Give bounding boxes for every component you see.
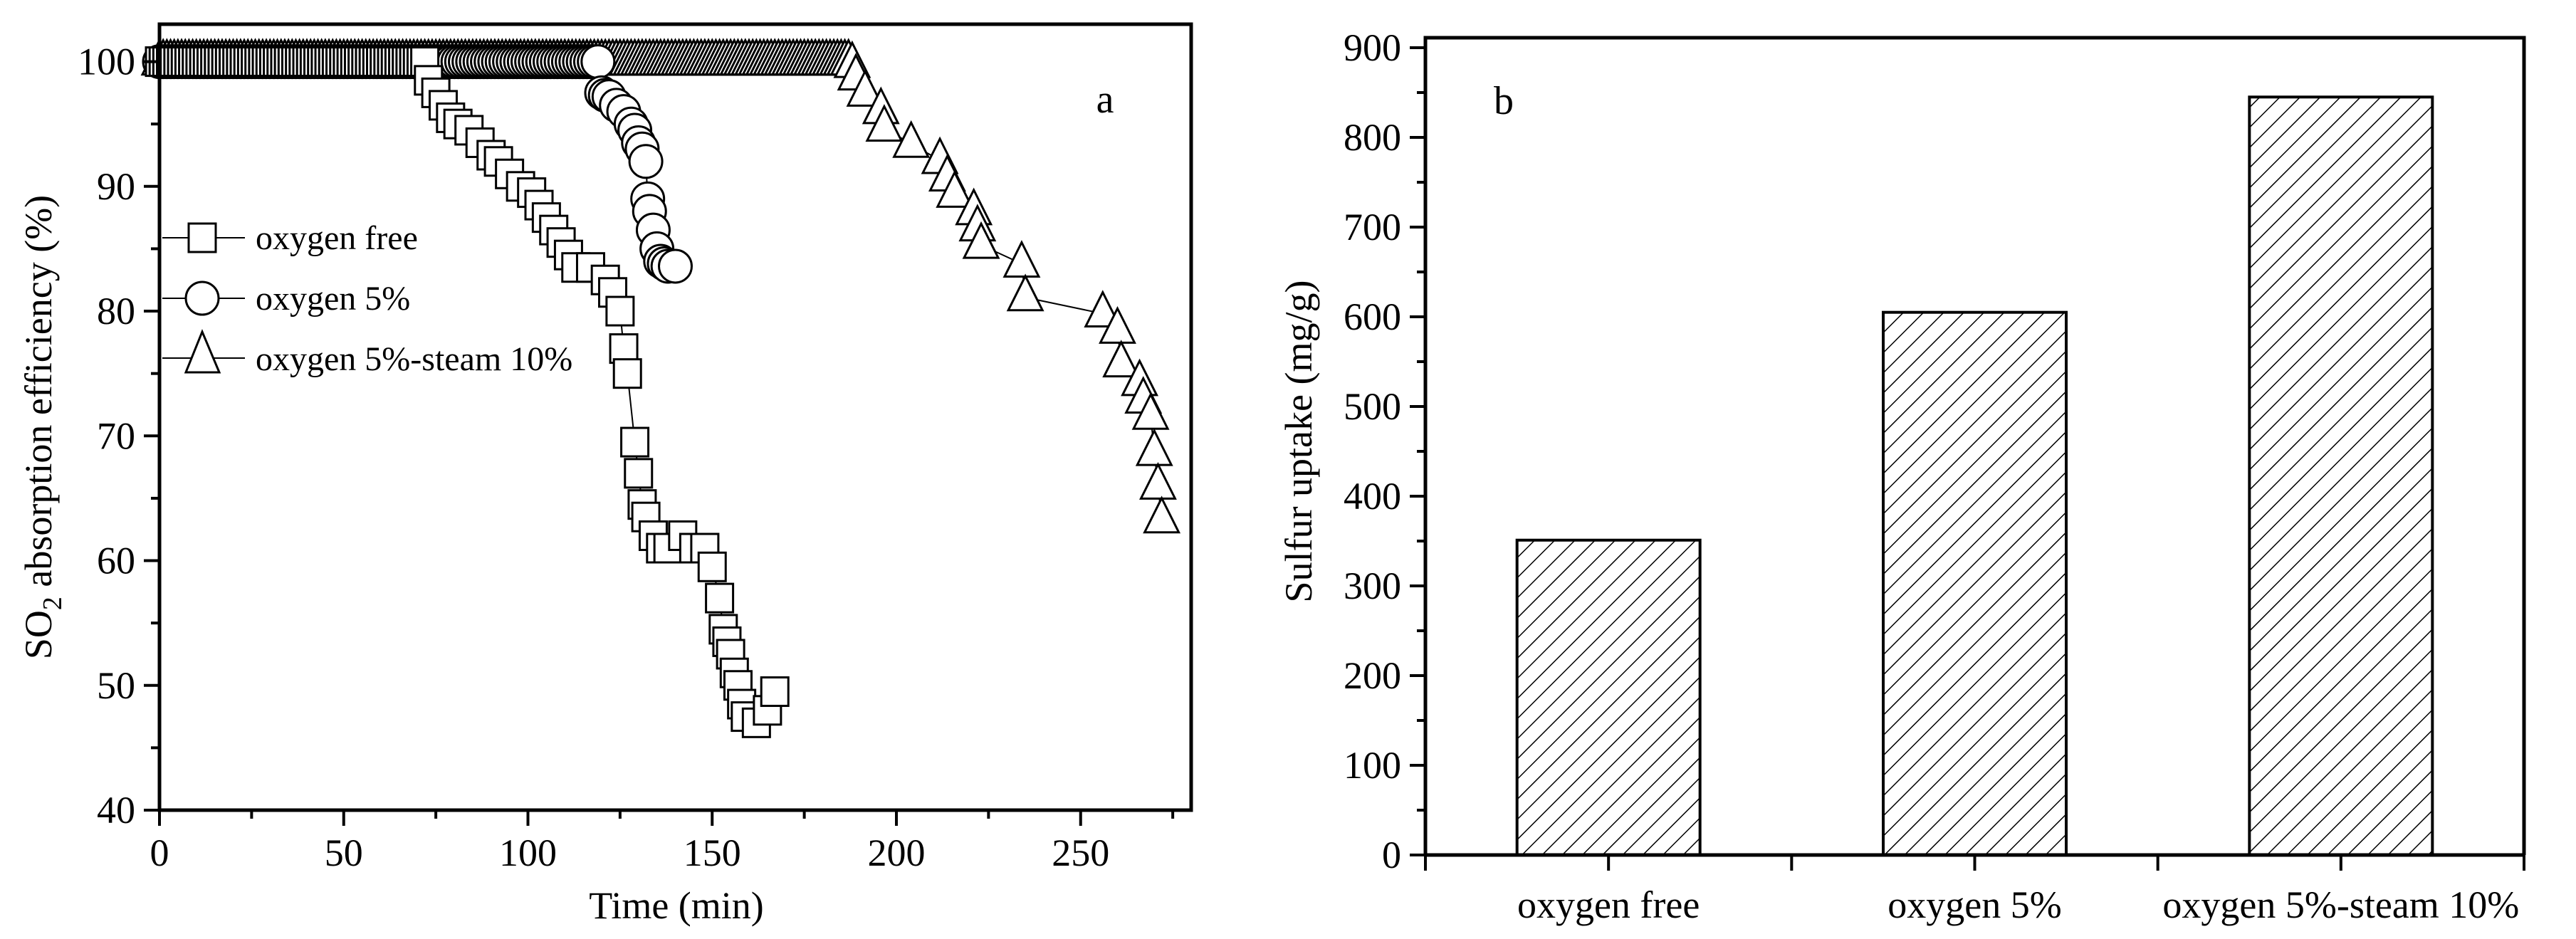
- bar-1: [1515, 538, 1702, 856]
- legend-label: oxygen 5%: [256, 280, 410, 318]
- data-point-square: [612, 358, 642, 389]
- data-point-triangle: [1099, 305, 1136, 344]
- triangle-icon: [184, 329, 221, 374]
- x-category-label: oxygen 5%-steam 10%: [2162, 883, 2519, 926]
- panel-b-y-axis-title: Sulfur uptake (mg/g): [1277, 280, 1320, 603]
- data-point-square: [609, 333, 639, 364]
- x-category-label: oxygen 5%: [1888, 883, 2061, 926]
- x-tick-label: 100: [499, 832, 557, 874]
- panel-b-y-axis: 0 100 200 300 400 500 600 700 800 900: [1344, 26, 1425, 876]
- y-title-prefix: SO: [17, 610, 60, 659]
- legend-label: oxygen free: [256, 219, 418, 257]
- y-tick-label: 70: [97, 414, 135, 457]
- data-point-triangle: [1143, 495, 1181, 534]
- y-tick-label: 90: [97, 165, 135, 208]
- panel-b-sulfur-uptake-bar-chart: 0 100 200 300 400 500 600 700 800 900 oxygen free…: [1277, 26, 2526, 926]
- panel-b-bars: [1515, 95, 2434, 856]
- panel-a-legend: oxygen free oxygen 5% oxygen 5%-steam 10…: [162, 219, 572, 378]
- x-tick-label: 250: [1052, 832, 1109, 874]
- square-icon: [187, 222, 217, 253]
- data-point-triangle: [1131, 392, 1170, 430]
- y-tick-label: 900: [1344, 26, 1401, 69]
- data-point-triangle: [962, 221, 1000, 259]
- y-tick-label: 400: [1344, 475, 1401, 518]
- panel-a-x-axis: 0 50 100 150 200 250: [150, 810, 1175, 874]
- x-tick-label: 50: [325, 832, 363, 874]
- y-title-subscript: 2: [38, 597, 68, 610]
- y-tick-label: 40: [97, 789, 135, 832]
- data-point-circle: [580, 44, 616, 80]
- y-tick-label: 300: [1344, 565, 1401, 607]
- y-tick-label: 100: [78, 41, 135, 83]
- x-tick-label: 0: [150, 832, 169, 874]
- x-tick-label: 150: [684, 832, 741, 874]
- data-point-triangle: [1135, 428, 1173, 466]
- y-tick-label: 800: [1344, 116, 1401, 159]
- panel-b-letter: b: [1494, 79, 1514, 123]
- panel-a-y-axis: 40 50 60 70 80 90 100: [78, 41, 159, 832]
- data-point-square: [620, 426, 650, 458]
- y-tick-label: 0: [1382, 834, 1401, 876]
- series-line: [159, 61, 776, 724]
- data-point-triangle: [1102, 340, 1141, 378]
- panel-a-sulfur-efficiency-plot: 40 50 60 70 80 90 100 0 50 100 150 200 250 a Time (…: [17, 22, 1193, 927]
- y-tick-label: 50: [97, 664, 135, 707]
- legend-label: oxygen 5%-steam 10%: [256, 340, 572, 378]
- data-point-triangle: [1006, 273, 1044, 312]
- panel-a-plot-frame: [157, 22, 1193, 812]
- legend-item-oxygen-free: oxygen free: [162, 219, 418, 257]
- data-point-triangle: [865, 104, 904, 142]
- data-point-triangle: [1138, 462, 1177, 500]
- panel-b-x-axis: oxygen free oxygen 5% oxygen 5%-steam 10%: [1424, 855, 2525, 926]
- circle-icon: [184, 280, 220, 316]
- data-point-triangle: [1084, 290, 1122, 328]
- bar-2: [1882, 310, 2068, 856]
- y-tick-label: 60: [97, 540, 135, 582]
- data-point-circle: [658, 248, 693, 284]
- bar-3: [2248, 95, 2434, 856]
- legend-item-oxygen-5: oxygen 5%: [162, 280, 410, 318]
- data-point-triangle: [936, 169, 974, 208]
- y-tick-label: 100: [1344, 744, 1401, 787]
- data-point-triangle: [1002, 240, 1041, 278]
- y-title-suffix: absorption efficiency (%): [17, 195, 60, 597]
- panel-a-y-axis-title: SO2 absorption efficiency (%): [17, 195, 68, 659]
- data-point-square: [760, 676, 790, 708]
- y-tick-label: 600: [1344, 295, 1401, 338]
- series-oxygen-free: [145, 46, 790, 738]
- y-tick-label: 80: [97, 290, 135, 332]
- y-tick-label: 700: [1344, 206, 1401, 248]
- y-tick-label: 200: [1344, 654, 1401, 697]
- panel-b-plot-frame: [1423, 36, 2526, 855]
- data-point-square: [605, 295, 635, 327]
- data-point-square: [624, 458, 654, 489]
- data-point-triangle: [846, 69, 884, 107]
- panel-a-letter: a: [1096, 78, 1114, 122]
- y-tick-label: 500: [1344, 385, 1401, 428]
- legend-item-oxygen-5-steam-10: oxygen 5%-steam 10%: [162, 329, 572, 378]
- x-category-label: oxygen free: [1517, 883, 1700, 926]
- data-point-circle: [628, 144, 664, 179]
- data-point-square: [705, 582, 735, 614]
- panel-a-data-series: [140, 38, 1181, 738]
- x-tick-label: 200: [868, 832, 926, 874]
- data-point-triangle: [892, 120, 931, 158]
- panel-a-x-axis-title: Time (min): [589, 884, 764, 927]
- data-point-square: [697, 551, 727, 582]
